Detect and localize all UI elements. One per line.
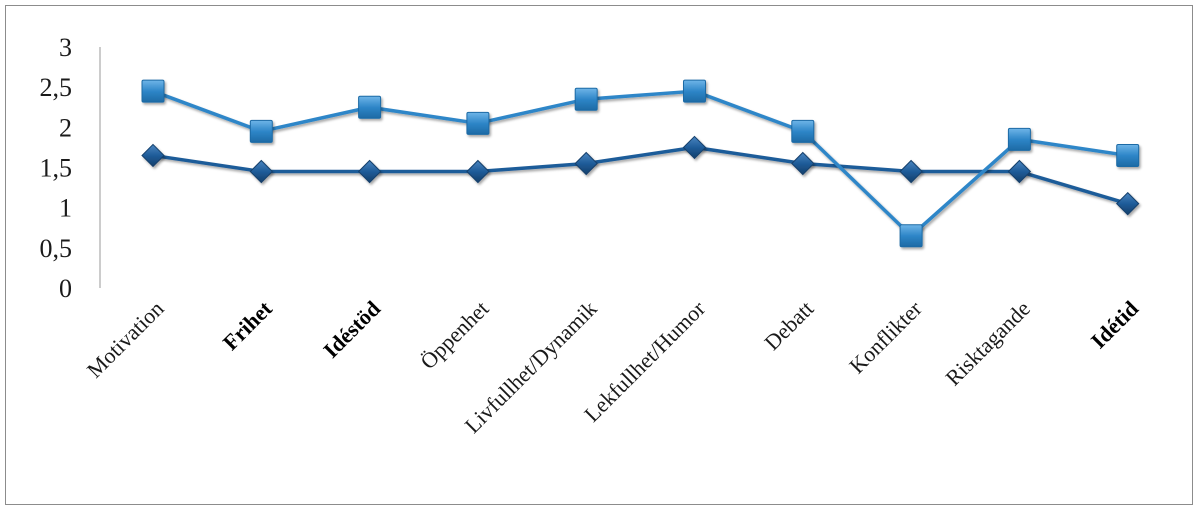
series-2-point <box>358 95 382 119</box>
series-1-point <box>791 151 815 176</box>
x-category-label: Motivation <box>82 296 169 383</box>
x-category-label: Idéstöd <box>318 296 385 363</box>
series-2-point <box>249 119 273 143</box>
y-tick-label: 1 <box>59 194 72 223</box>
y-tick-label: 0 <box>59 274 72 303</box>
series-1-point <box>1115 191 1140 216</box>
series-2-point <box>791 119 815 143</box>
y-tick-label: 2 <box>59 113 72 142</box>
series-2-point <box>1116 143 1140 167</box>
series-1-point <box>249 159 274 184</box>
series-1-point <box>574 151 598 176</box>
series-1-point <box>466 159 490 184</box>
chart-frame <box>5 5 1193 505</box>
series-2-point <box>574 87 598 111</box>
series-1-point <box>899 159 923 184</box>
series-1-point <box>1007 159 1032 184</box>
x-category-label: Debatt <box>759 296 818 355</box>
series-1-point <box>357 159 382 184</box>
y-tick-label: 3 <box>59 33 72 62</box>
y-tick-label: 1,5 <box>40 154 73 183</box>
series-2-point <box>1007 127 1031 151</box>
series-2-point <box>683 79 706 103</box>
series-2-line <box>152 89 1128 238</box>
x-category-label: Risktagande <box>940 296 1035 391</box>
x-category-label: Öppenhet <box>415 296 493 374</box>
series-1-line <box>152 145 1129 206</box>
series-2-point <box>899 224 923 248</box>
x-category-label: Konflikter <box>844 295 927 378</box>
series-2-point <box>141 79 165 103</box>
series-2-point <box>466 111 490 135</box>
y-tick-label: 2,5 <box>40 73 73 102</box>
series-1-point <box>682 135 707 160</box>
y-tick-label: 0,5 <box>40 234 73 263</box>
x-category-label: Frihet <box>218 295 278 355</box>
series-1-point <box>141 143 165 168</box>
x-category-label: Idétid <box>1086 296 1143 353</box>
